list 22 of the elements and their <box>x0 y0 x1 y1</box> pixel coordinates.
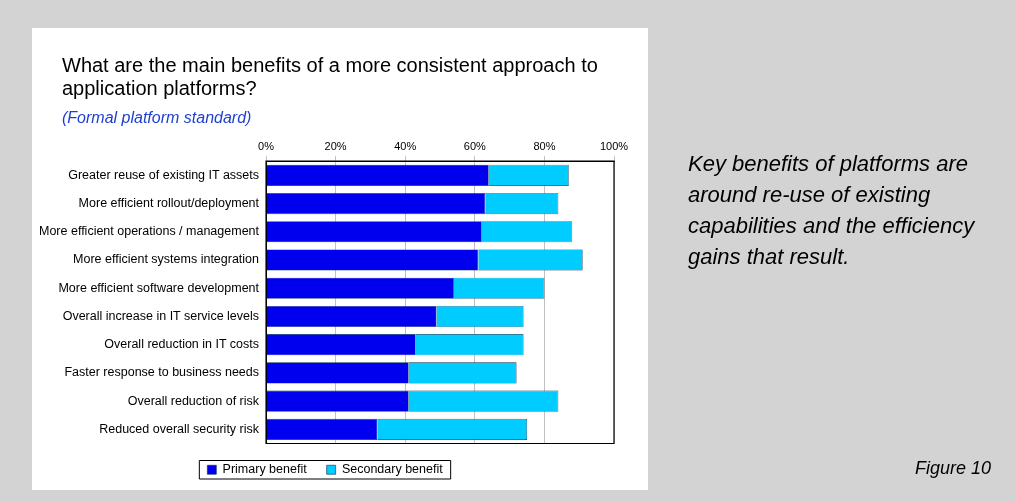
x-tick-label: 100% <box>599 139 629 152</box>
legend-label: Secondary benefit <box>341 462 444 477</box>
y-tick-label: More efficient software development <box>58 280 260 295</box>
x-tick-label: 80% <box>533 139 556 152</box>
x-tick-label: 0% <box>258 139 275 152</box>
x-tick-label: 20% <box>324 139 347 152</box>
y-tick-label: More efficient systems integration <box>73 252 260 267</box>
y-tick-label: Overall reduction in IT costs <box>104 337 260 352</box>
chart-title: What are the main benefits of a more consistent approach to application platforms? <box>62 54 599 100</box>
y-tick-label: Overall reduction of risk <box>127 393 260 408</box>
caption: Figure 10 <box>914 458 991 479</box>
y-tick-label: Overall increase in IT service levels <box>62 308 260 323</box>
y-tick-label: More efficient operations / management <box>38 224 260 239</box>
chart-subtitle: (Formal platform standard) <box>62 109 252 127</box>
x-tick-label: 60% <box>463 139 487 152</box>
text: Key benefits of platforms are around re-use of existing capabilities and the efficiency gains that result. <box>688 150 976 271</box>
y-tick-label: Faster response to business needs <box>64 365 260 380</box>
x-tick-label: 40% <box>394 139 417 152</box>
y-tick-label: Greater reuse of existing IT assets <box>68 167 260 182</box>
legend-label: Primary benefit <box>222 462 308 477</box>
y-tick-label: Reduced overall security risk <box>99 421 260 436</box>
y-tick-label: More efficient rollout/deployment <box>78 196 260 210</box>
